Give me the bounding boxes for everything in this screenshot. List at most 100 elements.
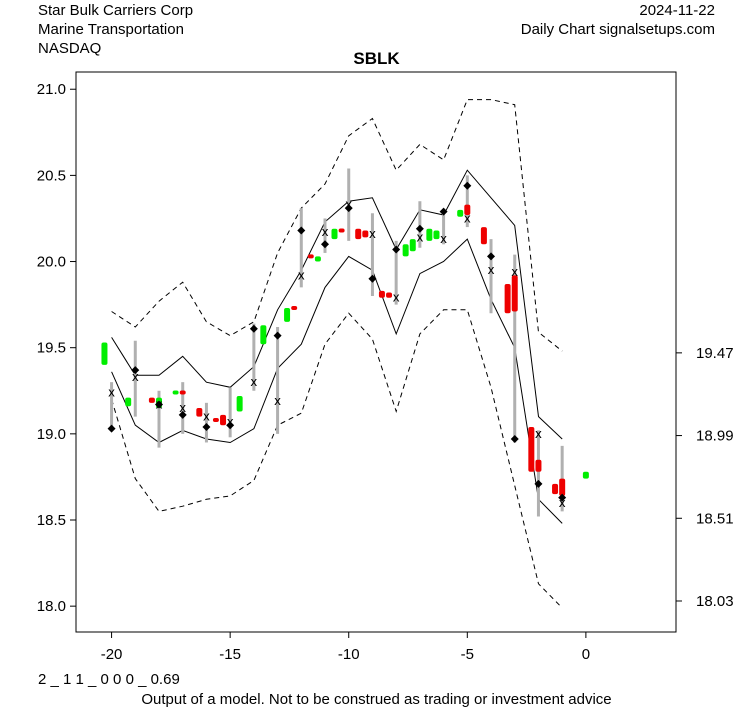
- candle-body: [511, 275, 518, 312]
- x-marker: x: [321, 225, 328, 239]
- x-marker: x: [535, 427, 542, 441]
- x-tick-label: -10: [338, 646, 360, 663]
- x-marker: x: [511, 265, 518, 279]
- x-marker: x: [108, 385, 115, 399]
- candle-body: [260, 325, 267, 345]
- candle-body: [355, 228, 362, 240]
- candle-body: [552, 483, 559, 495]
- diamond-marker: [510, 435, 519, 444]
- candles-layer: [101, 204, 589, 496]
- x-marker: x: [416, 230, 423, 244]
- diamond-marker: [155, 400, 164, 409]
- diamond-marker: [249, 324, 258, 333]
- diamond-marker: [107, 424, 116, 433]
- diamond-marker: [392, 245, 401, 254]
- candle-body: [179, 390, 186, 395]
- diamond-marker: [297, 226, 306, 235]
- candle-body: [331, 228, 338, 240]
- candle-body: [314, 256, 321, 262]
- chart-source: Daily Chart signalsetups.com: [520, 21, 715, 38]
- x-marker: x: [393, 291, 400, 305]
- diamond-marker: [463, 181, 472, 190]
- bands-layer: [111, 99, 563, 609]
- x-marker: x: [559, 496, 566, 510]
- candle-body: [220, 414, 227, 426]
- candle-body: [172, 390, 179, 395]
- wicks-layer: [110, 168, 564, 517]
- candle-body: [433, 230, 440, 240]
- candle-body: [582, 471, 589, 479]
- industry-label: Marine Transportation: [38, 21, 184, 38]
- candle-body: [101, 342, 108, 365]
- diamond-marker: [202, 422, 211, 431]
- y-tick-label-left: 19.0: [37, 426, 66, 443]
- chart-date: 2024-11-22: [639, 2, 715, 19]
- diamond-marker: [487, 252, 496, 261]
- x-marker: x: [179, 401, 186, 415]
- y-tick-label-left: 18.0: [37, 598, 66, 615]
- x-tick-label: -15: [219, 646, 241, 663]
- outer-upper-band: [111, 99, 563, 352]
- plot-frame: [75, 71, 677, 633]
- y-tick-label-right: 18.03: [696, 593, 734, 610]
- candle-body: [386, 292, 393, 298]
- x-marker: x: [487, 263, 494, 277]
- x-marker: x: [132, 370, 139, 384]
- model-code: 2 _ 1 1 _ 0 0 0 _ 0.69: [38, 671, 180, 688]
- candle-body: [125, 397, 132, 407]
- diamond-marker: [273, 331, 282, 340]
- candle-body: [504, 283, 511, 314]
- candle-body: [196, 408, 203, 417]
- y-axis-left: 18.0 18.5 19.0 19.5 20.0 20.5 21.0: [37, 81, 76, 615]
- x-marker: x: [369, 227, 376, 241]
- diamond-marker: [368, 274, 377, 283]
- candle-body: [464, 204, 471, 216]
- candle-body: [307, 254, 314, 259]
- y-tick-label-left: 20.0: [37, 254, 66, 271]
- candle-body: [457, 209, 464, 217]
- x-marker: x: [298, 268, 305, 282]
- y-tick-label-right: 18.51: [696, 510, 734, 527]
- candle-body: [402, 244, 409, 257]
- x-tick-label: -20: [101, 646, 123, 663]
- candle-body: [284, 308, 291, 322]
- candle-body: [338, 228, 345, 233]
- diamond-marker: [131, 366, 140, 375]
- x-marker: x: [440, 232, 447, 246]
- x-axis: -20 -15 -10 -5 0: [101, 632, 590, 663]
- outer-lower-band: [111, 309, 563, 609]
- candle-body: [535, 459, 542, 472]
- candle-body: [528, 426, 535, 472]
- candle-body: [212, 418, 219, 423]
- y-tick-label-left: 20.5: [37, 167, 66, 184]
- candle-body: [378, 290, 385, 298]
- candle-body: [362, 230, 369, 238]
- candle-body: [480, 227, 487, 245]
- y-tick-label-left: 21.0: [37, 81, 66, 98]
- x-marker: x: [250, 375, 257, 389]
- diamond-marker: [344, 204, 353, 213]
- company-name: Star Bulk Carriers Corp: [38, 2, 194, 19]
- inner-lower-band: [111, 238, 563, 524]
- y-tick-label-left: 19.5: [37, 340, 66, 357]
- candle-body: [148, 397, 155, 403]
- candle-body: [559, 478, 566, 496]
- exchange-label: NASDAQ: [38, 40, 102, 57]
- diamond-marker: [415, 224, 424, 233]
- y-tick-label-left: 18.5: [37, 512, 66, 529]
- y-axis-right: 18.03 18.51 18.99 19.47: [676, 345, 734, 610]
- x-tick-label: -5: [461, 646, 474, 663]
- x-marker: x: [464, 211, 471, 225]
- x-marker: x: [274, 394, 281, 408]
- y-tick-label-right: 18.99: [696, 428, 734, 445]
- marks-layer: xxxxxxxxxxxxxxxxxxxx: [107, 181, 567, 510]
- inner-upper-band: [111, 169, 563, 440]
- diamond-marker: [558, 493, 567, 502]
- candle-body: [236, 395, 243, 412]
- diamond-marker: [226, 421, 235, 430]
- x-tick-label: 0: [582, 646, 590, 663]
- x-marker: x: [203, 410, 210, 424]
- candle-body: [291, 306, 298, 311]
- diamond-marker: [534, 479, 543, 488]
